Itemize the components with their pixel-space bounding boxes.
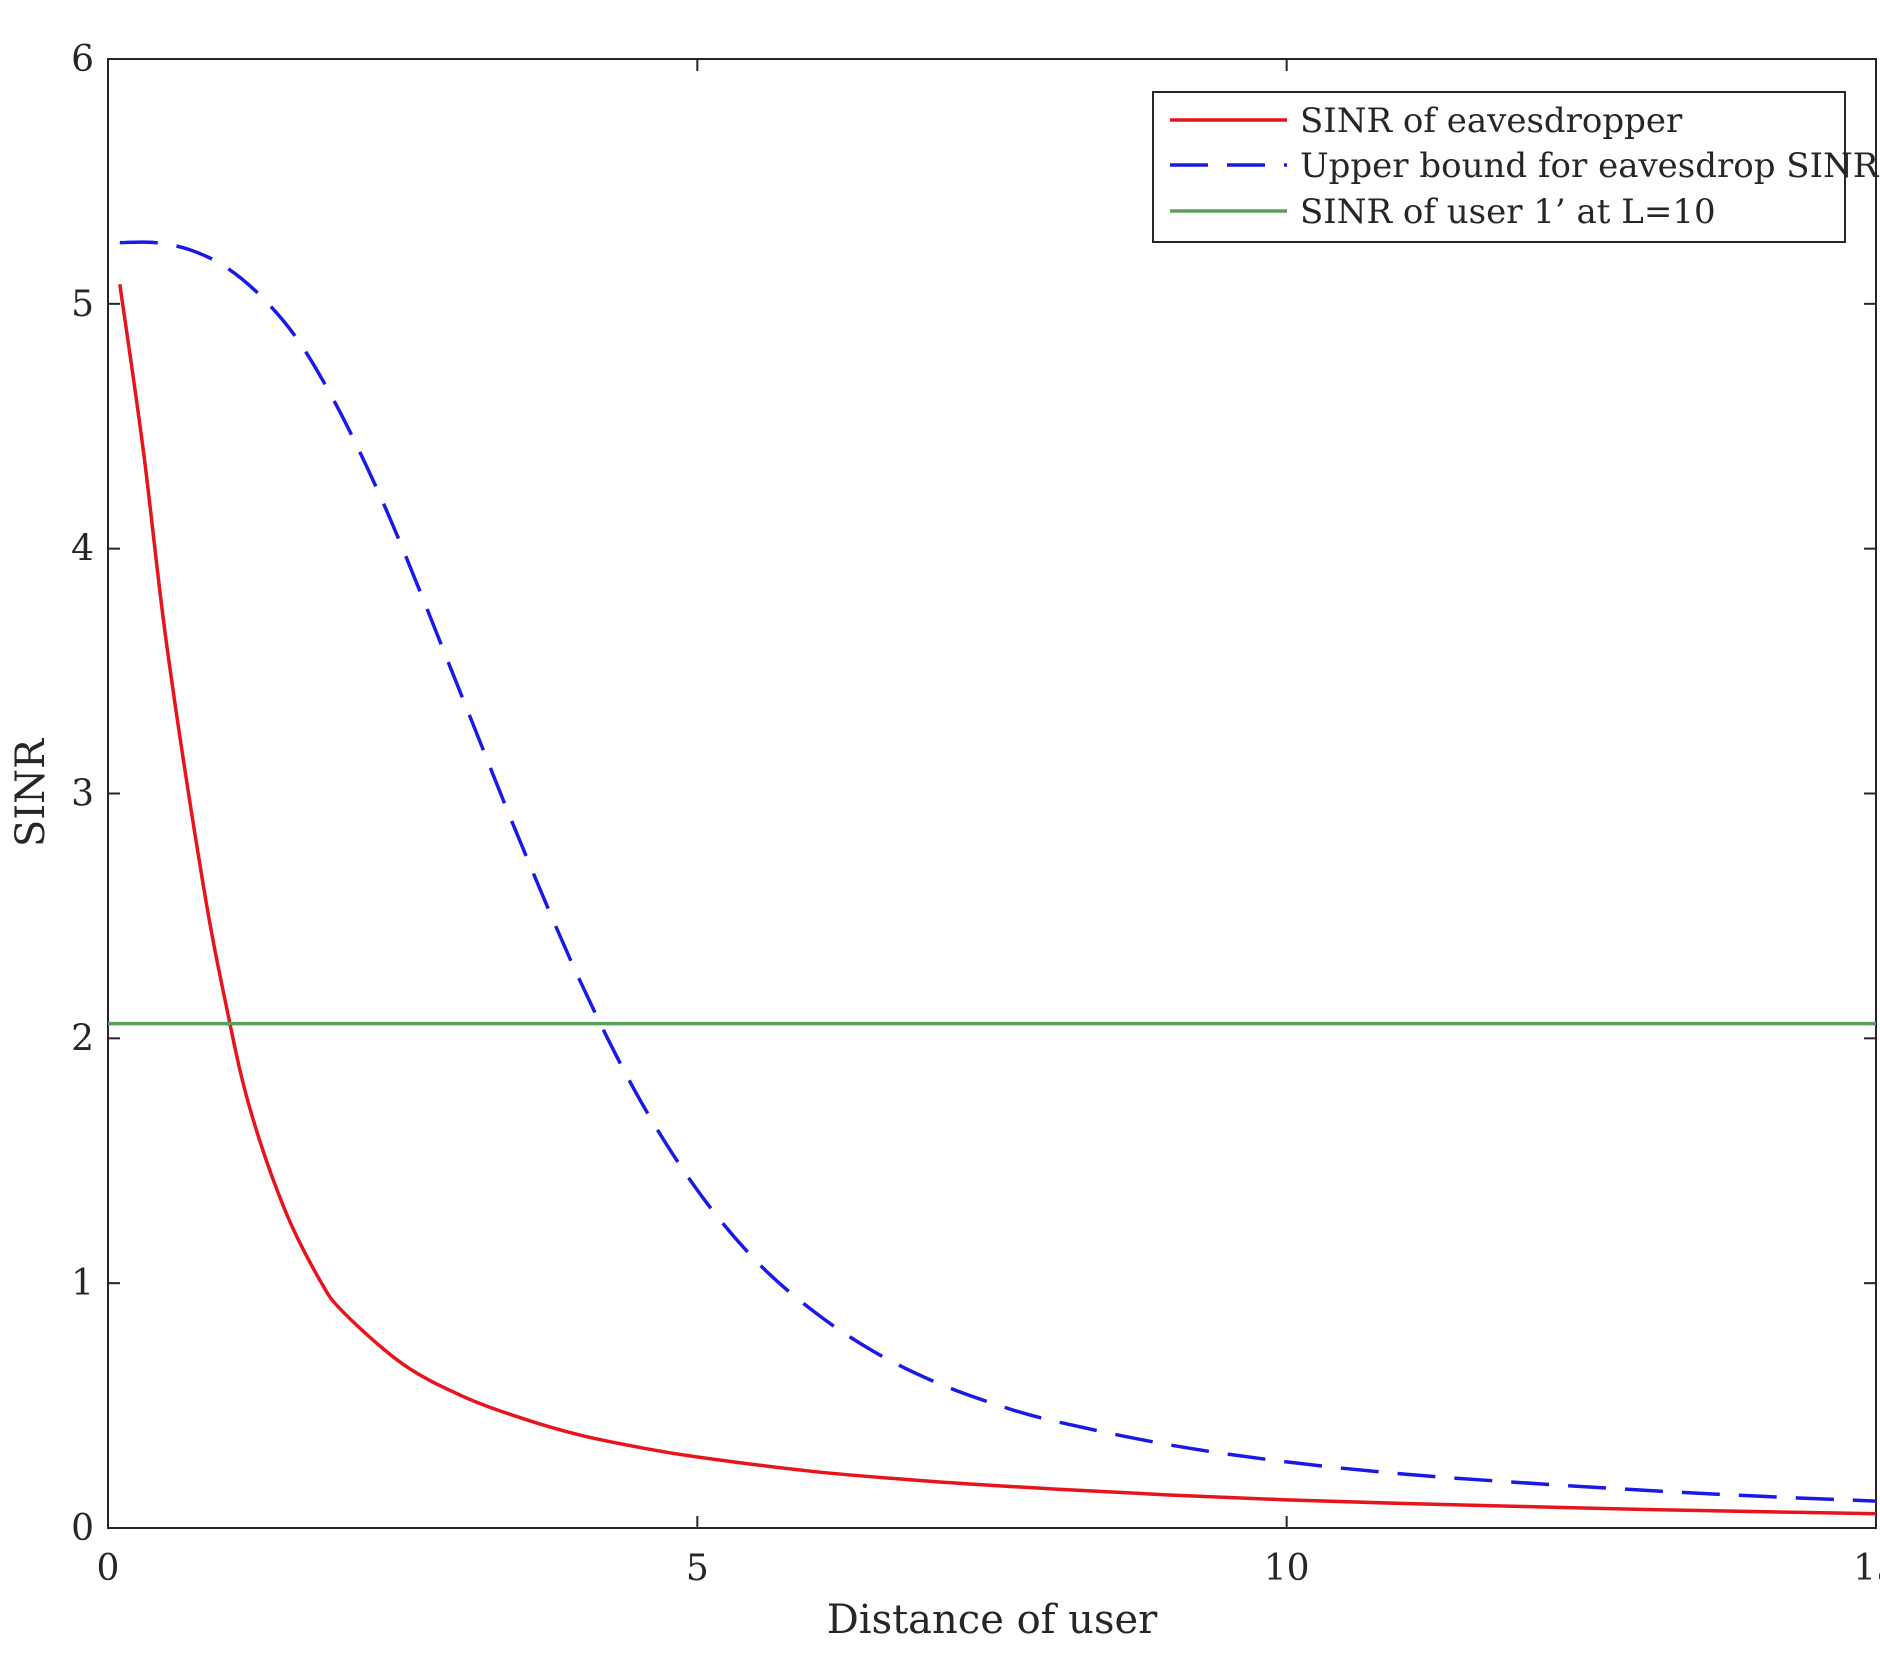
legend-label: SINR of user 1’ at L=10 xyxy=(1300,192,1716,232)
axis-ticks: 0 5 10 15 0 1 2 3 4 5 6 xyxy=(71,39,1880,1589)
x-tick-label: 10 xyxy=(1264,1548,1310,1589)
axes-box xyxy=(107,58,1877,1529)
legend: SINR of eavesdropper Upper bound for eave… xyxy=(1152,91,1880,243)
x-tick-label: 0 xyxy=(97,1548,120,1589)
x-tick-label: 15 xyxy=(1853,1548,1880,1589)
y-axis-label: SINR xyxy=(8,737,54,847)
y-tick-label: 1 xyxy=(71,1263,94,1304)
plot-series xyxy=(108,240,1876,1516)
upper-bound-sinr-line xyxy=(119,240,1876,1503)
y-tick-label: 6 xyxy=(71,39,94,80)
x-axis-label: Distance of user xyxy=(827,1597,1158,1643)
legend-label: SINR of eavesdropper xyxy=(1300,101,1683,141)
y-tick-label: 3 xyxy=(71,774,94,815)
y-tick-label: 0 xyxy=(71,1508,94,1549)
axes-frame xyxy=(107,58,1877,1529)
eavesdropper-sinr-line xyxy=(118,284,1876,1516)
y-tick-label: 2 xyxy=(71,1018,94,1059)
y-tick-label: 5 xyxy=(71,284,94,325)
legend-label: Upper bound for eavesdrop SINR xyxy=(1300,146,1880,186)
y-tick-label: 4 xyxy=(71,529,94,570)
x-tick-label: 5 xyxy=(686,1548,709,1589)
legend-box xyxy=(1152,91,1846,243)
